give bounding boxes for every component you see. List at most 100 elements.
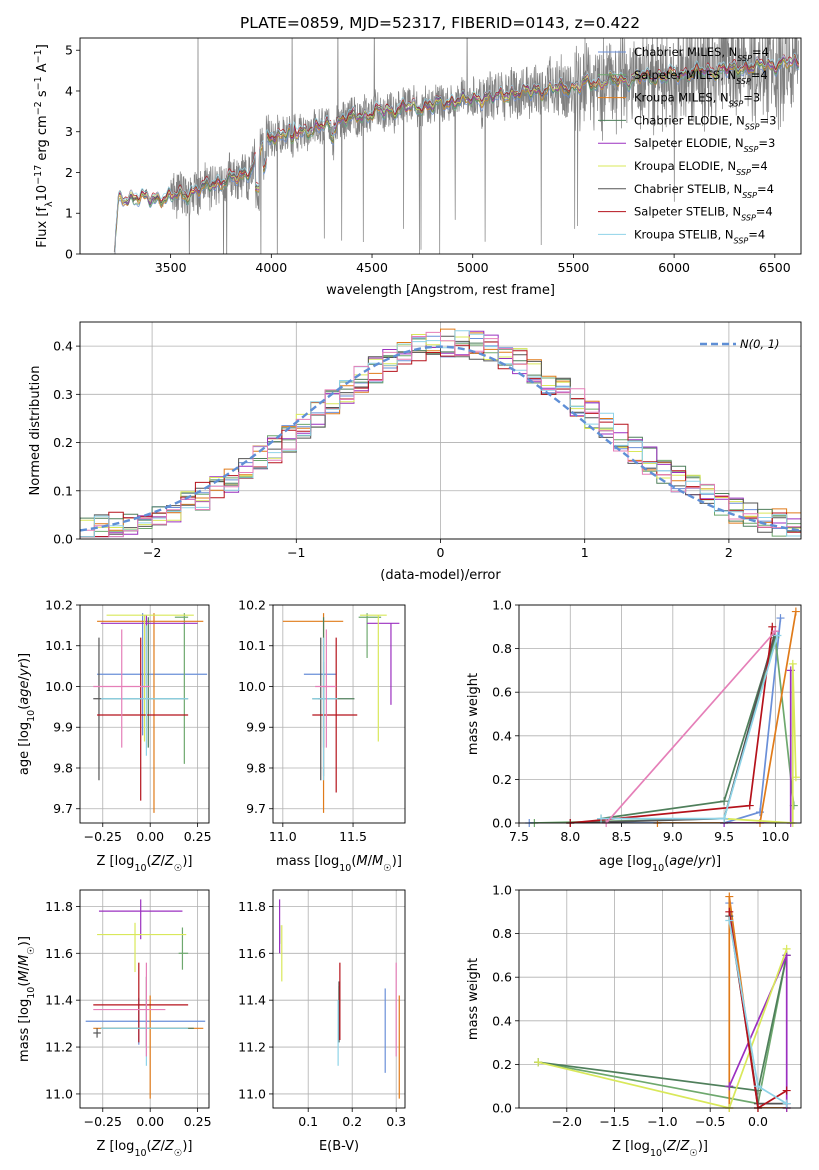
legend-label: Chabrier STELIB, NSSP=4 xyxy=(634,182,774,200)
x-tick-label: 2 xyxy=(725,545,733,560)
y-tick-label: 11.8 xyxy=(238,899,266,914)
x-tick-label: 4500 xyxy=(356,260,388,275)
y-tick-label: 0.2 xyxy=(53,435,73,450)
y-tick-label: 11.8 xyxy=(45,899,73,914)
legend-label: Salpeter MILES, NSSP=4 xyxy=(634,68,768,86)
x-axis-label: (data-model)/error xyxy=(380,568,501,583)
observed-spectrum-line xyxy=(113,38,800,254)
weight-line-kroupa-elodie xyxy=(537,948,788,1108)
x-tick-label: −0.25 xyxy=(84,829,122,844)
weight-marker xyxy=(720,797,729,806)
weight-line-salpeter-miles xyxy=(534,637,795,823)
model-spectrum-kroupa-stelib xyxy=(110,52,800,254)
y-tick-label: 1 xyxy=(65,206,73,221)
x-tick-label: −0.25 xyxy=(84,1114,122,1129)
y-tick-label: 9.9 xyxy=(53,720,73,735)
weight-line-salpeter-stelib xyxy=(570,626,774,823)
weight-marker xyxy=(725,892,734,901)
y-tick-label: 11.2 xyxy=(238,1040,266,1055)
weight-marker xyxy=(782,1086,791,1095)
y-tick-label: 0.4 xyxy=(492,1013,512,1028)
y-tick-label: 0.6 xyxy=(492,685,512,700)
weight-line-salpeter-elodie xyxy=(724,670,792,823)
y-tick-label: 0.4 xyxy=(492,728,512,743)
x-tick-label: 11.5 xyxy=(339,829,367,844)
y-tick-label: 0.0 xyxy=(492,1101,512,1116)
x-tick-label: 8.5 xyxy=(612,829,632,844)
weight-marker xyxy=(782,944,791,953)
x-tick-label: 3500 xyxy=(155,260,187,275)
axes-frame xyxy=(79,604,210,824)
model-spectrum-chabrier-miles xyxy=(110,61,800,254)
x-tick-label: 9.0 xyxy=(663,829,683,844)
y-tick-label: 11.0 xyxy=(238,1086,266,1101)
x-tick-label: −1.5 xyxy=(599,1114,629,1129)
x-tick-label: 0.0 xyxy=(748,1114,768,1129)
x-tick-label: 5000 xyxy=(457,260,489,275)
weight-marker xyxy=(782,1099,791,1108)
y-tick-label: 9.8 xyxy=(53,760,73,775)
x-tick-label: 6500 xyxy=(759,260,791,275)
x-tick-label: 8.0 xyxy=(560,829,580,844)
x-axis-label: E(B-V) xyxy=(319,1139,359,1154)
y-tick-label: 9.8 xyxy=(246,760,266,775)
weight-marker xyxy=(791,607,800,616)
y-tick-label: 11.6 xyxy=(238,946,266,961)
weight-marker xyxy=(791,773,800,782)
legend-label: Kroupa ELODIE, NSSP=4 xyxy=(634,159,768,177)
x-tick-label: −1 xyxy=(287,545,305,560)
weight-marker xyxy=(534,1058,543,1067)
weight-marker xyxy=(745,801,754,810)
x-tick-label: 7.5 xyxy=(509,829,529,844)
axes-frame xyxy=(518,604,802,824)
y-tick-label: 3 xyxy=(65,124,73,139)
model-spectrum-kroupa-elodie xyxy=(110,54,799,254)
model-spectrum-salpeter-miles xyxy=(110,59,800,254)
y-axis-label: mass weight xyxy=(466,958,481,1040)
panel-spectrum: 3500 4000 4500 5000 5500 6000 6500 0 1 2 3 4 5 Chabri… xyxy=(33,37,802,298)
x-tick-label: 4000 xyxy=(255,260,287,275)
weight-marker xyxy=(776,614,785,623)
y-tick-label: 1.0 xyxy=(492,883,512,898)
x-tick-label: 1 xyxy=(581,545,589,560)
y-tick-label: 0.4 xyxy=(53,339,73,354)
x-tick-label: 0.3 xyxy=(386,1114,406,1129)
y-tick-label: 11.4 xyxy=(45,993,73,1008)
axes-frame xyxy=(79,321,802,540)
panel-residuals: −2 −1 0 1 2 0.0 0.1 0.2 0.3 0.4 N(0, 1) (data-model… xyxy=(28,321,802,583)
legend-label: N(0, 1) xyxy=(740,337,780,351)
y-tick-label: 10.0 xyxy=(45,679,73,694)
weight-marker xyxy=(725,1082,734,1091)
panel-massweight-Z: −2.0 −1.5 −1.0 −0.5 0.0 0.0 0.2 0.4 0.6 0.8 1.0 Z [… xyxy=(466,883,802,1159)
x-axis-label: Z [log10(Z/Z☉)] xyxy=(97,1139,193,1159)
y-tick-label: 0 xyxy=(65,247,73,262)
x-tick-label: 0 xyxy=(437,545,445,560)
x-tick-label: −2 xyxy=(143,545,161,560)
weight-marker xyxy=(771,627,780,636)
model-spectrum-chabrier-stelib xyxy=(110,53,799,254)
y-tick-label: 0.8 xyxy=(492,926,512,941)
x-tick-label: −0.5 xyxy=(695,1114,725,1129)
x-axis-label: Z [log10(Z/Z☉)] xyxy=(612,1139,708,1159)
weight-marker xyxy=(597,814,606,823)
y-tick-label: 0.0 xyxy=(492,816,512,831)
y-tick-label: 0.0 xyxy=(53,532,73,547)
weight-marker xyxy=(725,916,734,925)
x-axis-label: wavelength [Angstrom, rest frame] xyxy=(326,283,555,298)
weight-marker xyxy=(773,631,782,640)
x-tick-label: 0.00 xyxy=(136,829,164,844)
weight-marker xyxy=(720,814,729,823)
x-tick-label: 0.1 xyxy=(298,1114,318,1129)
weight-line-pink xyxy=(605,630,777,823)
weight-marker xyxy=(753,1082,762,1091)
y-tick-label: 10.1 xyxy=(238,638,266,653)
normal-curve xyxy=(80,345,801,532)
y-tick-label: 10.2 xyxy=(45,598,73,613)
axes-frame xyxy=(272,604,406,824)
figure-title: PLATE=0859, MJD=52317, FIBERID=0143, z=0… xyxy=(240,14,640,32)
legend-label: Salpeter ELODIE, NSSP=3 xyxy=(634,136,775,154)
y-tick-label: 11.6 xyxy=(45,946,73,961)
y-tick-label: 9.7 xyxy=(246,801,266,816)
y-tick-label: 11.0 xyxy=(45,1086,73,1101)
panel-age-Z: −0.25 0.00 0.25 9.7 9.8 9.9 10.0 10.1 10.2 Z [log… xyxy=(17,598,212,874)
